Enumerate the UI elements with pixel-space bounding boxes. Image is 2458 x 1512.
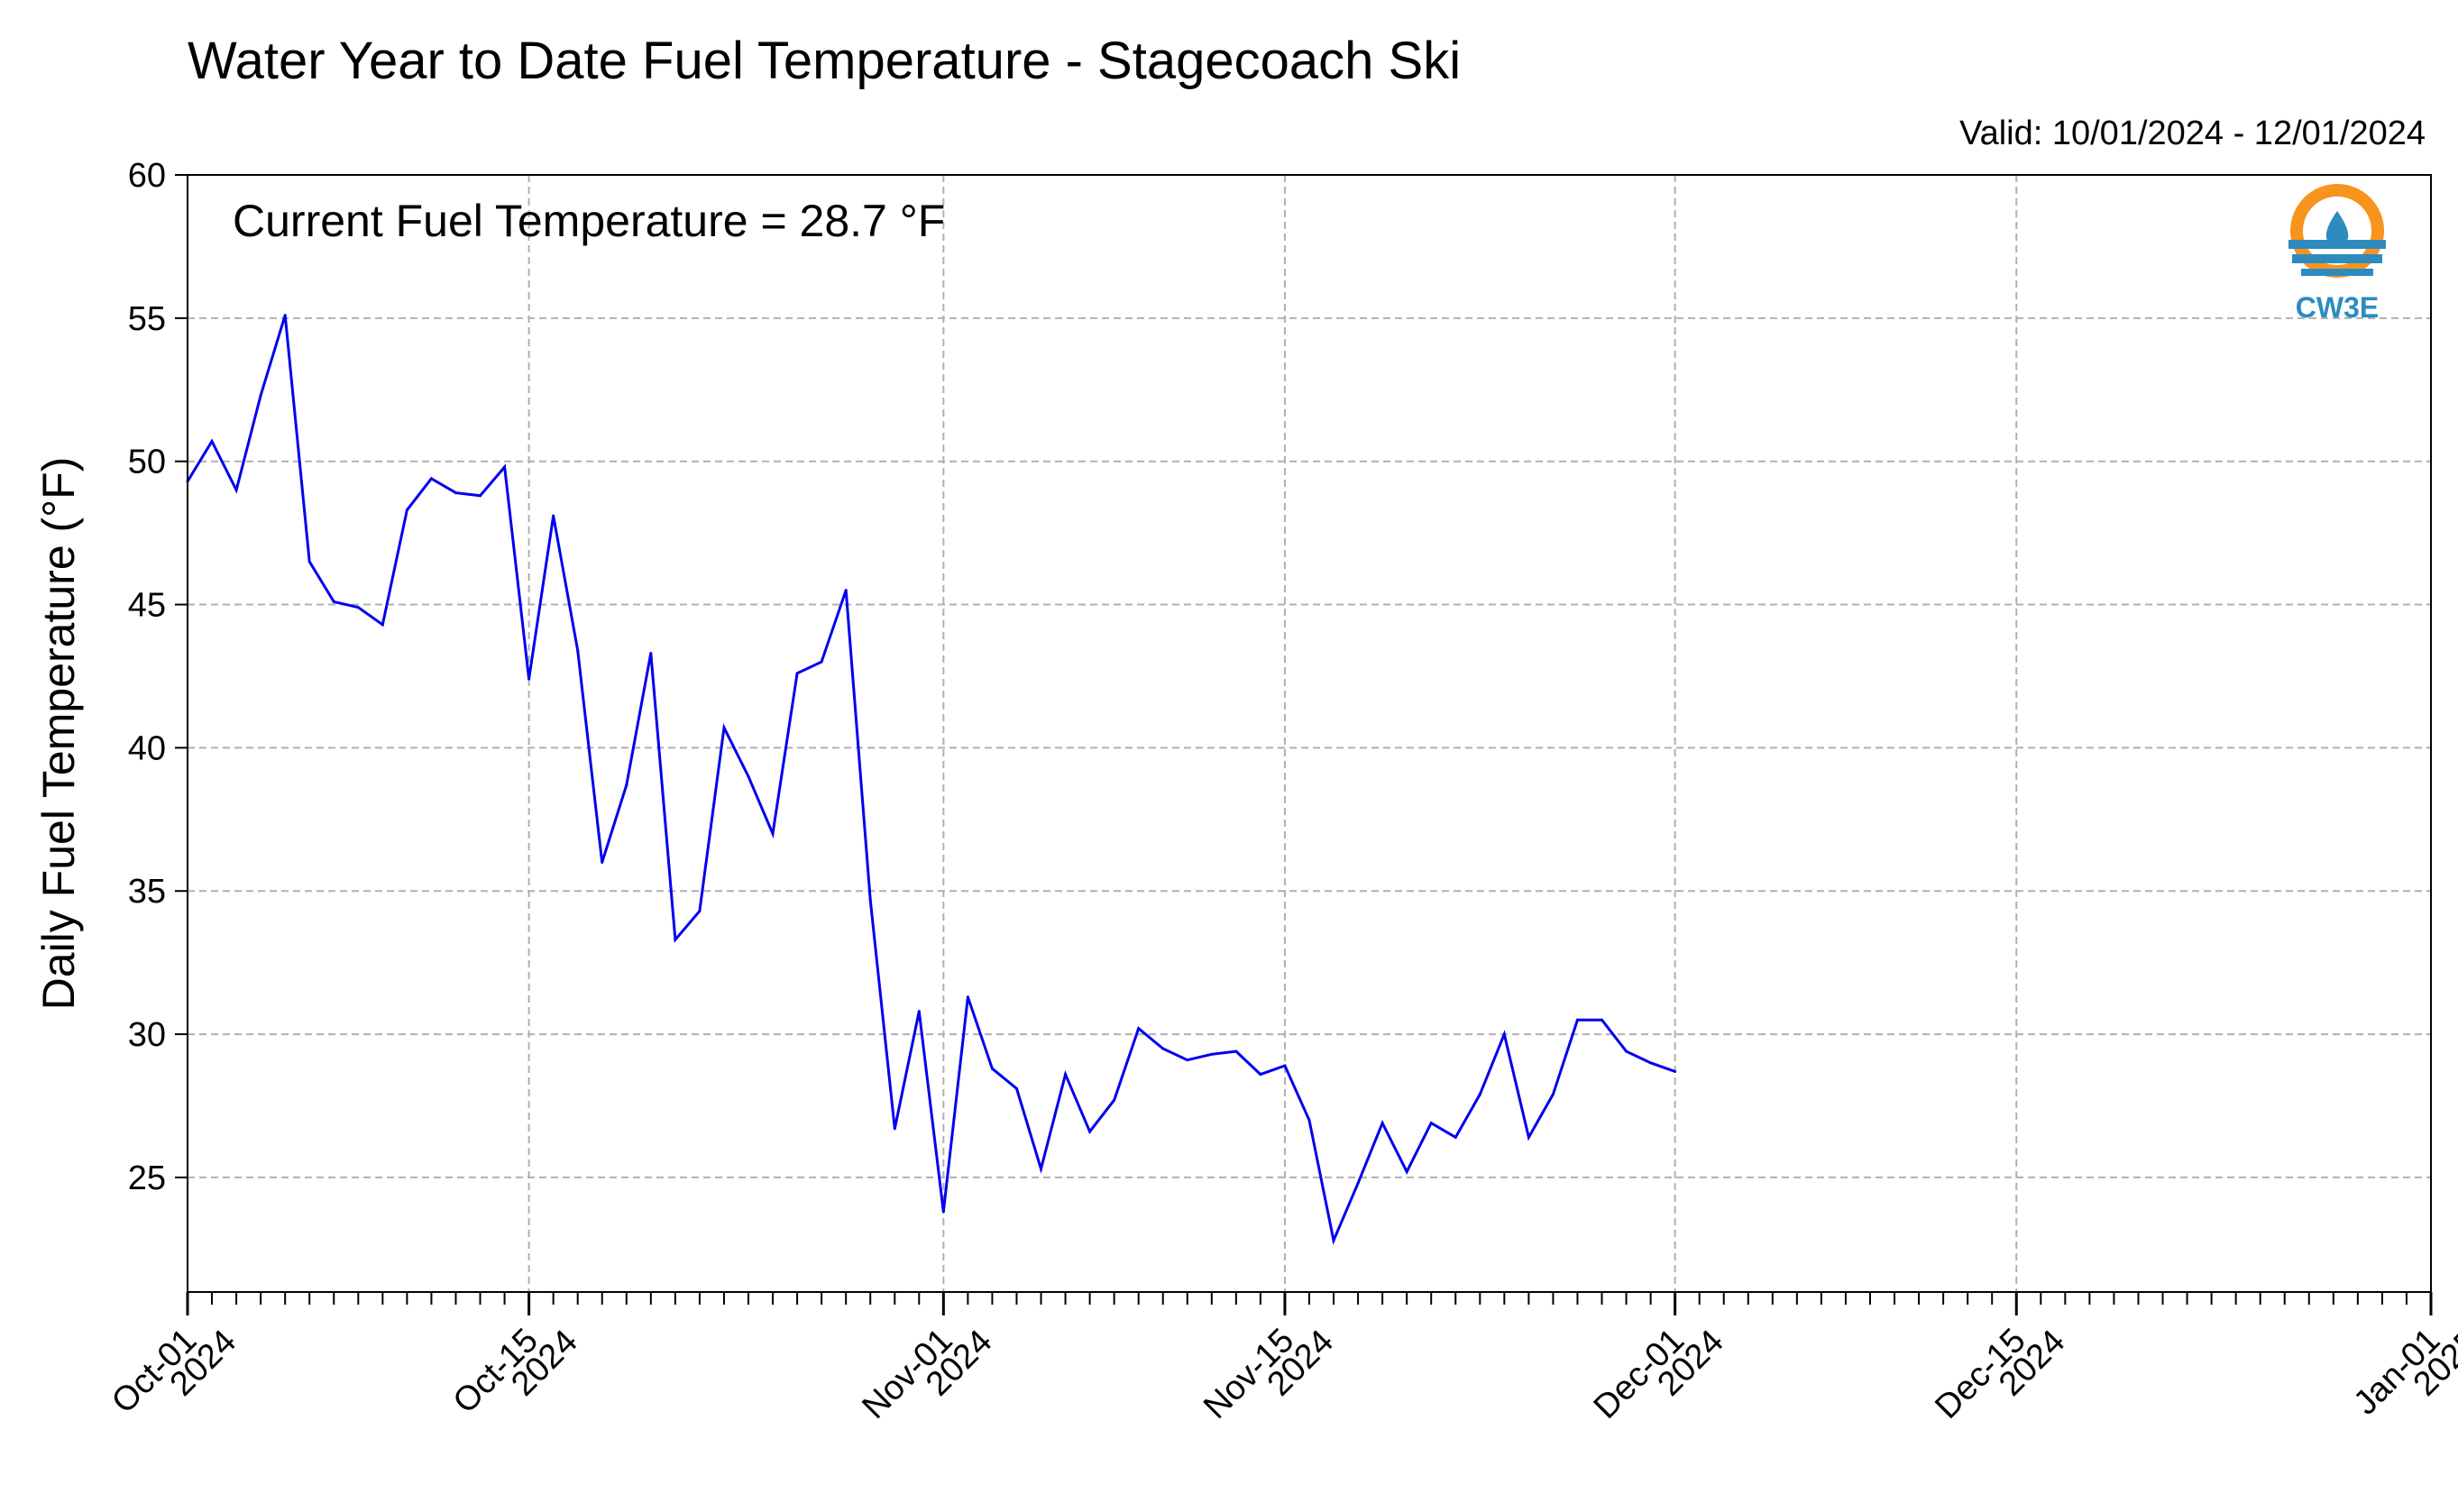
data-point: [1014, 1086, 1018, 1090]
y-tick-label: 40: [128, 729, 166, 767]
data-point: [674, 938, 677, 941]
y-axis-label: Daily Fuel Temperature (°F): [33, 457, 84, 1011]
data-point: [795, 672, 799, 675]
data-point: [990, 1067, 994, 1070]
data-point: [1600, 1018, 1604, 1022]
data-point: [1307, 1118, 1311, 1122]
data-point: [503, 465, 507, 469]
axes-layer: [175, 174, 2433, 1315]
data-point: [234, 488, 238, 491]
data-point: [1527, 1135, 1530, 1139]
y-tick-label: 30: [128, 1016, 166, 1054]
chart-title: Water Year to Date Fuel Temperature - St…: [188, 32, 1461, 90]
logo-water-drop-icon: [2325, 211, 2349, 249]
data-point: [1040, 1167, 1043, 1170]
data-point: [210, 439, 214, 443]
logo-text: CW3E: [2296, 291, 2379, 324]
data-point: [601, 860, 604, 864]
data-point: [1186, 1058, 1189, 1062]
data-point: [1137, 1027, 1141, 1031]
data-point: [332, 600, 335, 603]
cw3e-logo: CW3E: [2288, 184, 2386, 324]
data-point: [1575, 1018, 1579, 1022]
data-point: [966, 995, 969, 999]
data-point: [1283, 1064, 1287, 1068]
data-point: [283, 314, 287, 317]
series-layer: [186, 314, 1677, 1245]
data-point: [1551, 1093, 1555, 1096]
data-point: [1064, 1073, 1068, 1077]
data-point: [454, 491, 457, 495]
data-point: [429, 477, 433, 481]
data-point: [1234, 1049, 1238, 1053]
data-point: [1210, 1052, 1214, 1056]
y-tick-label: 25: [128, 1159, 166, 1197]
data-point: [1625, 1049, 1628, 1053]
y-tick-label: 45: [128, 587, 166, 625]
y-tick-label: 50: [128, 444, 166, 481]
data-point: [381, 623, 384, 627]
data-point: [1674, 1069, 1677, 1073]
y-tick-label: 35: [128, 873, 166, 911]
data-point: [1161, 1047, 1165, 1050]
data-point: [1405, 1170, 1408, 1174]
data-point: [698, 909, 702, 912]
data-point: [259, 394, 262, 398]
data-point: [307, 560, 311, 564]
data-point: [771, 832, 775, 836]
data-point: [649, 652, 653, 655]
current-fuel-temp-annotation: Current Fuel Temperature = 28.7 °F: [233, 196, 945, 246]
data-point: [552, 514, 555, 518]
data-point: [1332, 1239, 1335, 1242]
data-point: [1088, 1130, 1092, 1133]
y-tick-label: 60: [128, 157, 166, 195]
data-point: [356, 606, 360, 609]
data-point: [917, 1010, 921, 1013]
data-point: [1454, 1135, 1457, 1139]
logo-wave-3: [2301, 269, 2373, 276]
data-point: [1478, 1093, 1481, 1096]
data-point: [722, 726, 726, 729]
plot-frame: [187, 174, 2432, 1293]
data-point: [1259, 1073, 1262, 1077]
data-point: [893, 1127, 896, 1131]
data-point: [1429, 1122, 1433, 1125]
data-point: [1502, 1032, 1506, 1036]
data-point: [576, 648, 580, 652]
data-point: [747, 774, 750, 778]
data-point: [479, 494, 482, 498]
data-point: [405, 509, 408, 512]
valid-date-range: Valid: 10/01/2024 - 12/01/2024: [1959, 115, 2426, 152]
logo-wave-1: [2288, 240, 2386, 249]
data-point: [941, 1210, 945, 1214]
data-point: [1380, 1122, 1384, 1125]
data-point: [1113, 1098, 1116, 1102]
data-point: [1649, 1061, 1653, 1065]
logo-wave-2: [2292, 254, 2382, 263]
data-point: [1356, 1181, 1360, 1185]
data-point: [820, 660, 823, 664]
y-tick-label: 55: [128, 300, 166, 338]
data-point: [625, 783, 628, 787]
data-point: [527, 677, 531, 681]
data-point: [844, 589, 848, 592]
fuel-temperature-line: [186, 315, 1676, 1245]
data-point: [868, 898, 872, 902]
